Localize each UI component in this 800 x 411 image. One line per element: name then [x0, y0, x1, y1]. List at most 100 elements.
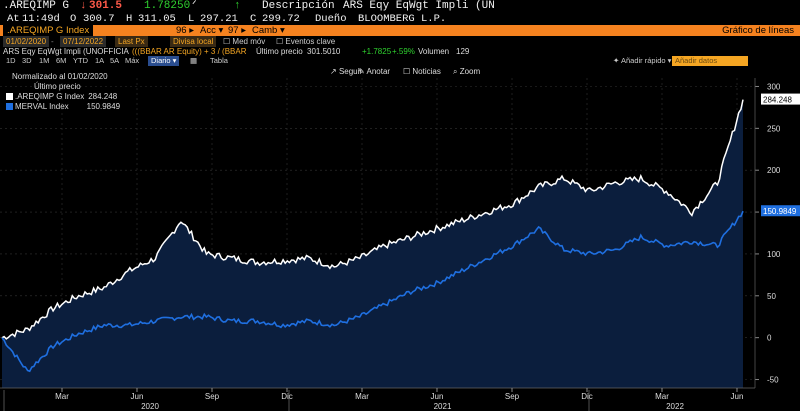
med-mov-checkbox[interactable]: ☐ Med móv [223, 37, 266, 46]
last-price: 301.5 [89, 0, 123, 12]
quote-header-row: .AREQIMP G ↓ 301.5 1.78250 ᐟ ↑ Descripci… [0, 0, 800, 13]
range-1a[interactable]: 1A [95, 56, 105, 65]
key-events-label: Eventos clave [285, 37, 336, 46]
last-value-tag-areqimp [761, 93, 800, 105]
last-value-label-merval: 150.9849 [763, 207, 797, 216]
quick-add-label: Añadir rápido [620, 56, 666, 65]
camb-menu[interactable]: Camb ▾ [252, 25, 285, 36]
price-change: 1.78250 [144, 0, 191, 12]
add-data-field[interactable]: Añadir datos [672, 56, 748, 66]
range-1m[interactable]: 1M [39, 56, 50, 65]
legend-item-areqimp[interactable]: .AREQIMP G Index 284.248 [6, 92, 120, 102]
range-5a[interactable]: 5A [110, 56, 120, 65]
quote-stats-row: At 11:49d O 300.7 H 311.05 L 297.21 C 29… [0, 13, 800, 25]
last-price-label: Último precio [256, 47, 303, 56]
range-toolbar: 1D 3D 1M 6M YTD 1A 5A Máx Diario ▾ ▦ Tab… [0, 56, 800, 66]
sparkline-icon: ᐟ [192, 0, 197, 12]
chart-type-label: Gráfico de líneas [722, 25, 794, 36]
close-label: C [250, 13, 257, 25]
date-to-field[interactable]: 07/12/2022 [60, 36, 107, 47]
series-line-merval [1, 210, 744, 373]
cambiar-menu-arrow[interactable]: 97 ▸ [228, 25, 246, 36]
close-value: 299.72 [262, 13, 300, 25]
range-1d[interactable]: 1D [6, 56, 16, 65]
x-tick-label: Mar [355, 392, 369, 401]
med-mov-label: Med móv [232, 37, 266, 46]
acc-menu[interactable]: Acc ▾ [200, 25, 224, 36]
last-price-value: 301.5010 [307, 47, 341, 56]
legend-item-merval[interactable]: MERVAL Index 150.9849 [6, 102, 120, 112]
owner-label: Dueño [315, 13, 347, 25]
x-tick-label: Jun [131, 392, 144, 401]
table-button[interactable]: Tabla [210, 56, 228, 65]
legend-value: 284.248 [88, 92, 118, 101]
annotate-button[interactable]: ✎ Anotar [358, 67, 391, 76]
chart-tools-row: ↗ Seguir ✎ Anotar ☐ Noticias ⌕ Zoom [0, 66, 800, 78]
ticker[interactable]: .AREQIMP G [3, 0, 70, 12]
legend-name: .AREQIMP G Index [15, 92, 85, 101]
key-events-checkbox[interactable]: ☐ Eventos clave [276, 37, 336, 46]
x-tick-label: Mar [655, 392, 669, 401]
high-value: 311.05 [138, 13, 176, 25]
x-tick-label: Sep [205, 392, 220, 401]
frequency-label: Diario [151, 56, 171, 65]
y-tick-label: 300 [767, 82, 781, 91]
chart-icon[interactable]: ▦ [190, 56, 198, 65]
up-arrow-icon: ↑ [234, 0, 241, 12]
range-ytd[interactable]: YTD [73, 56, 88, 65]
follow-button[interactable]: ↗ Seguir [330, 67, 363, 76]
description-label: Descripción [262, 0, 335, 12]
zoom-button[interactable]: ⌕ Zoom [453, 67, 481, 76]
high-label: H [126, 13, 133, 25]
x-tick-label: Dic [581, 392, 593, 401]
last-px-select[interactable]: Last Px [115, 36, 148, 47]
y-tick-label: 250 [767, 124, 781, 133]
y-tick-label: 0 [767, 334, 772, 343]
date-from-field[interactable]: 01/02/2020 [3, 36, 50, 47]
down-arrow-icon: ↓ [80, 0, 87, 12]
currency-select[interactable]: Divisa local [170, 36, 217, 47]
news-button[interactable]: ☐ Noticias [403, 67, 441, 76]
frequency-select[interactable]: Diario ▾ [148, 56, 180, 66]
volume-label: Volumen [418, 47, 450, 56]
change-value: +1.7825 [362, 47, 392, 56]
quote-time: 11:49d [22, 13, 60, 25]
low-value: 297.21 [200, 13, 238, 25]
range-3d[interactable]: 3D [22, 56, 32, 65]
x-tick-label: Mar [55, 392, 69, 401]
range-max[interactable]: Máx [125, 56, 140, 65]
series-line-areqimp [1, 99, 744, 340]
normalized-label: Normalizado al 01/02/2020 [12, 72, 108, 81]
legend-name: MERVAL Index [15, 102, 69, 111]
x-tick-label: Dic [281, 392, 293, 401]
open-label: O [70, 13, 77, 25]
controls-row: 01/02/2020 - 07/12/2022 Last Px Divisa l… [0, 36, 800, 47]
low-label: L [188, 13, 195, 25]
security-description: ARS Eqy EqWgt Impli (UNOFFICIA [3, 47, 129, 56]
formula-text: (((BBAR AR Equity) + 3 / (BBAR [132, 47, 247, 56]
open-value: 300.7 [83, 13, 115, 25]
range-6m[interactable]: 6M [56, 56, 67, 65]
description-value: ARS Eqy EqWgt Impli (UN [343, 0, 495, 12]
x-tick-label: Sep [505, 392, 520, 401]
year-label: 2020 [141, 402, 159, 411]
accion-menu-arrow[interactable]: 96 ▸ [176, 25, 194, 36]
chart-legend: Normalizado al 01/02/2020 Último precio … [6, 72, 120, 112]
info-bar: ARS Eqy EqWgt Impli (UNOFFICIA (((BBAR A… [0, 46, 800, 57]
last-value-label-areqimp: 284.248 [763, 96, 792, 105]
y-tick-label: 100 [767, 250, 781, 259]
quick-add-button[interactable]: ✦ Añadir rápido ▾ [613, 56, 672, 65]
index-selector[interactable]: .AREQIMP G Index [3, 25, 94, 36]
legend-swatch-blue [6, 103, 13, 111]
legend-value: 150.9849 [86, 102, 121, 111]
title-bar: .AREQIMP G Index 96 ▸ Acc ▾ 97 ▸ Camb ▾ … [0, 25, 800, 36]
at-label: At [7, 13, 20, 25]
owner-value: BLOOMBERG L.P. [358, 13, 447, 25]
news-label: Noticias [412, 67, 441, 76]
zoom-label: Zoom [459, 67, 481, 76]
y-tick-label: 200 [767, 166, 781, 175]
change-pct: +.59% [392, 47, 415, 56]
follow-label: Seguir [338, 67, 363, 76]
annotate-label: Anotar [366, 67, 391, 76]
line-chart[interactable]: -50050100150200250300284.248150.9849MarJ… [0, 78, 800, 411]
